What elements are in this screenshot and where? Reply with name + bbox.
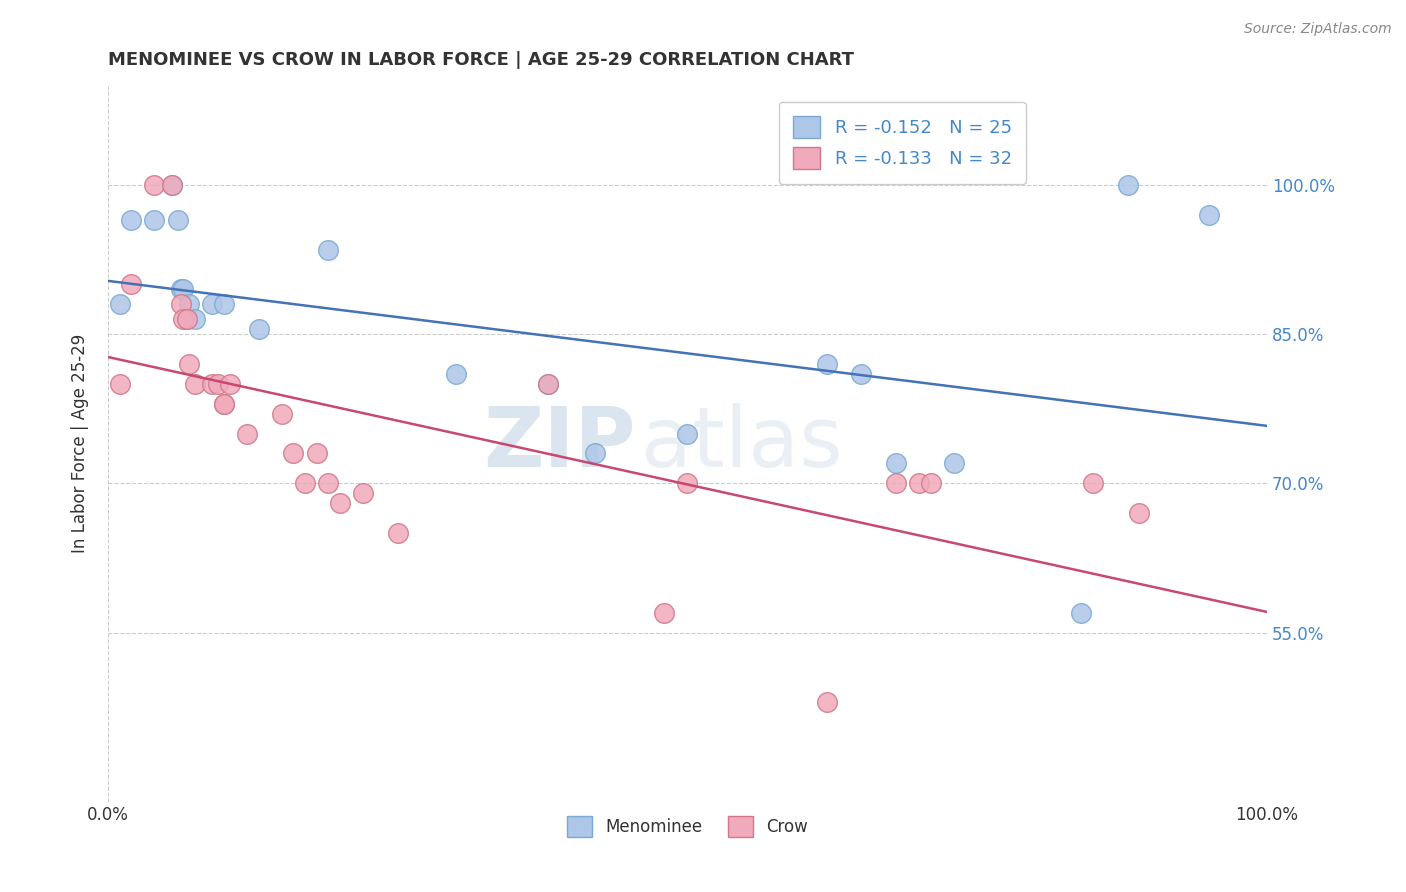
Point [1128, 506, 1150, 520]
Point [120, 277, 142, 292]
Point [815, 695, 838, 709]
Point [676, 476, 699, 491]
Point [143, 212, 166, 227]
Point [676, 426, 699, 441]
Point [1116, 178, 1139, 192]
Point [294, 476, 316, 491]
Point [218, 376, 240, 391]
Text: ZIP: ZIP [482, 403, 636, 484]
Y-axis label: In Labor Force | Age 25-29: In Labor Force | Age 25-29 [72, 334, 89, 553]
Point [1198, 208, 1220, 222]
Point [212, 397, 235, 411]
Point [247, 322, 270, 336]
Point [1070, 606, 1092, 620]
Point [908, 476, 931, 491]
Point [120, 212, 142, 227]
Point [108, 297, 131, 311]
Point [160, 178, 183, 192]
Point [815, 357, 838, 371]
Point [1081, 476, 1104, 491]
Point [316, 243, 339, 257]
Point [884, 457, 907, 471]
Point [537, 376, 560, 391]
Point [352, 486, 374, 500]
Point [160, 178, 183, 192]
Point [201, 297, 224, 311]
Legend: Menominee, Crow: Menominee, Crow [561, 810, 814, 843]
Point [143, 178, 166, 192]
Point [166, 212, 188, 227]
Point [170, 297, 193, 311]
Point [212, 397, 235, 411]
Point [884, 476, 907, 491]
Point [172, 312, 194, 326]
Point [108, 376, 131, 391]
Point [170, 282, 193, 296]
Point [316, 476, 339, 491]
Text: MENOMINEE VS CROW IN LABOR FORCE | AGE 25-29 CORRELATION CHART: MENOMINEE VS CROW IN LABOR FORCE | AGE 2… [108, 51, 853, 69]
Point [652, 606, 675, 620]
Point [444, 367, 467, 381]
Text: atlas: atlas [641, 403, 842, 484]
Point [305, 446, 328, 460]
Point [851, 367, 873, 381]
Point [283, 446, 305, 460]
Point [184, 312, 207, 326]
Point [329, 496, 352, 510]
Point [943, 457, 966, 471]
Point [184, 376, 207, 391]
Point [179, 357, 201, 371]
Point [583, 446, 606, 460]
Point [236, 426, 259, 441]
Point [179, 297, 201, 311]
Point [207, 376, 229, 391]
Text: Source: ZipAtlas.com: Source: ZipAtlas.com [1244, 22, 1392, 37]
Point [176, 312, 198, 326]
Point [201, 376, 224, 391]
Point [172, 282, 194, 296]
Point [387, 526, 409, 541]
Point [537, 376, 560, 391]
Point [212, 297, 235, 311]
Point [176, 312, 198, 326]
Point [920, 476, 942, 491]
Point [270, 407, 292, 421]
